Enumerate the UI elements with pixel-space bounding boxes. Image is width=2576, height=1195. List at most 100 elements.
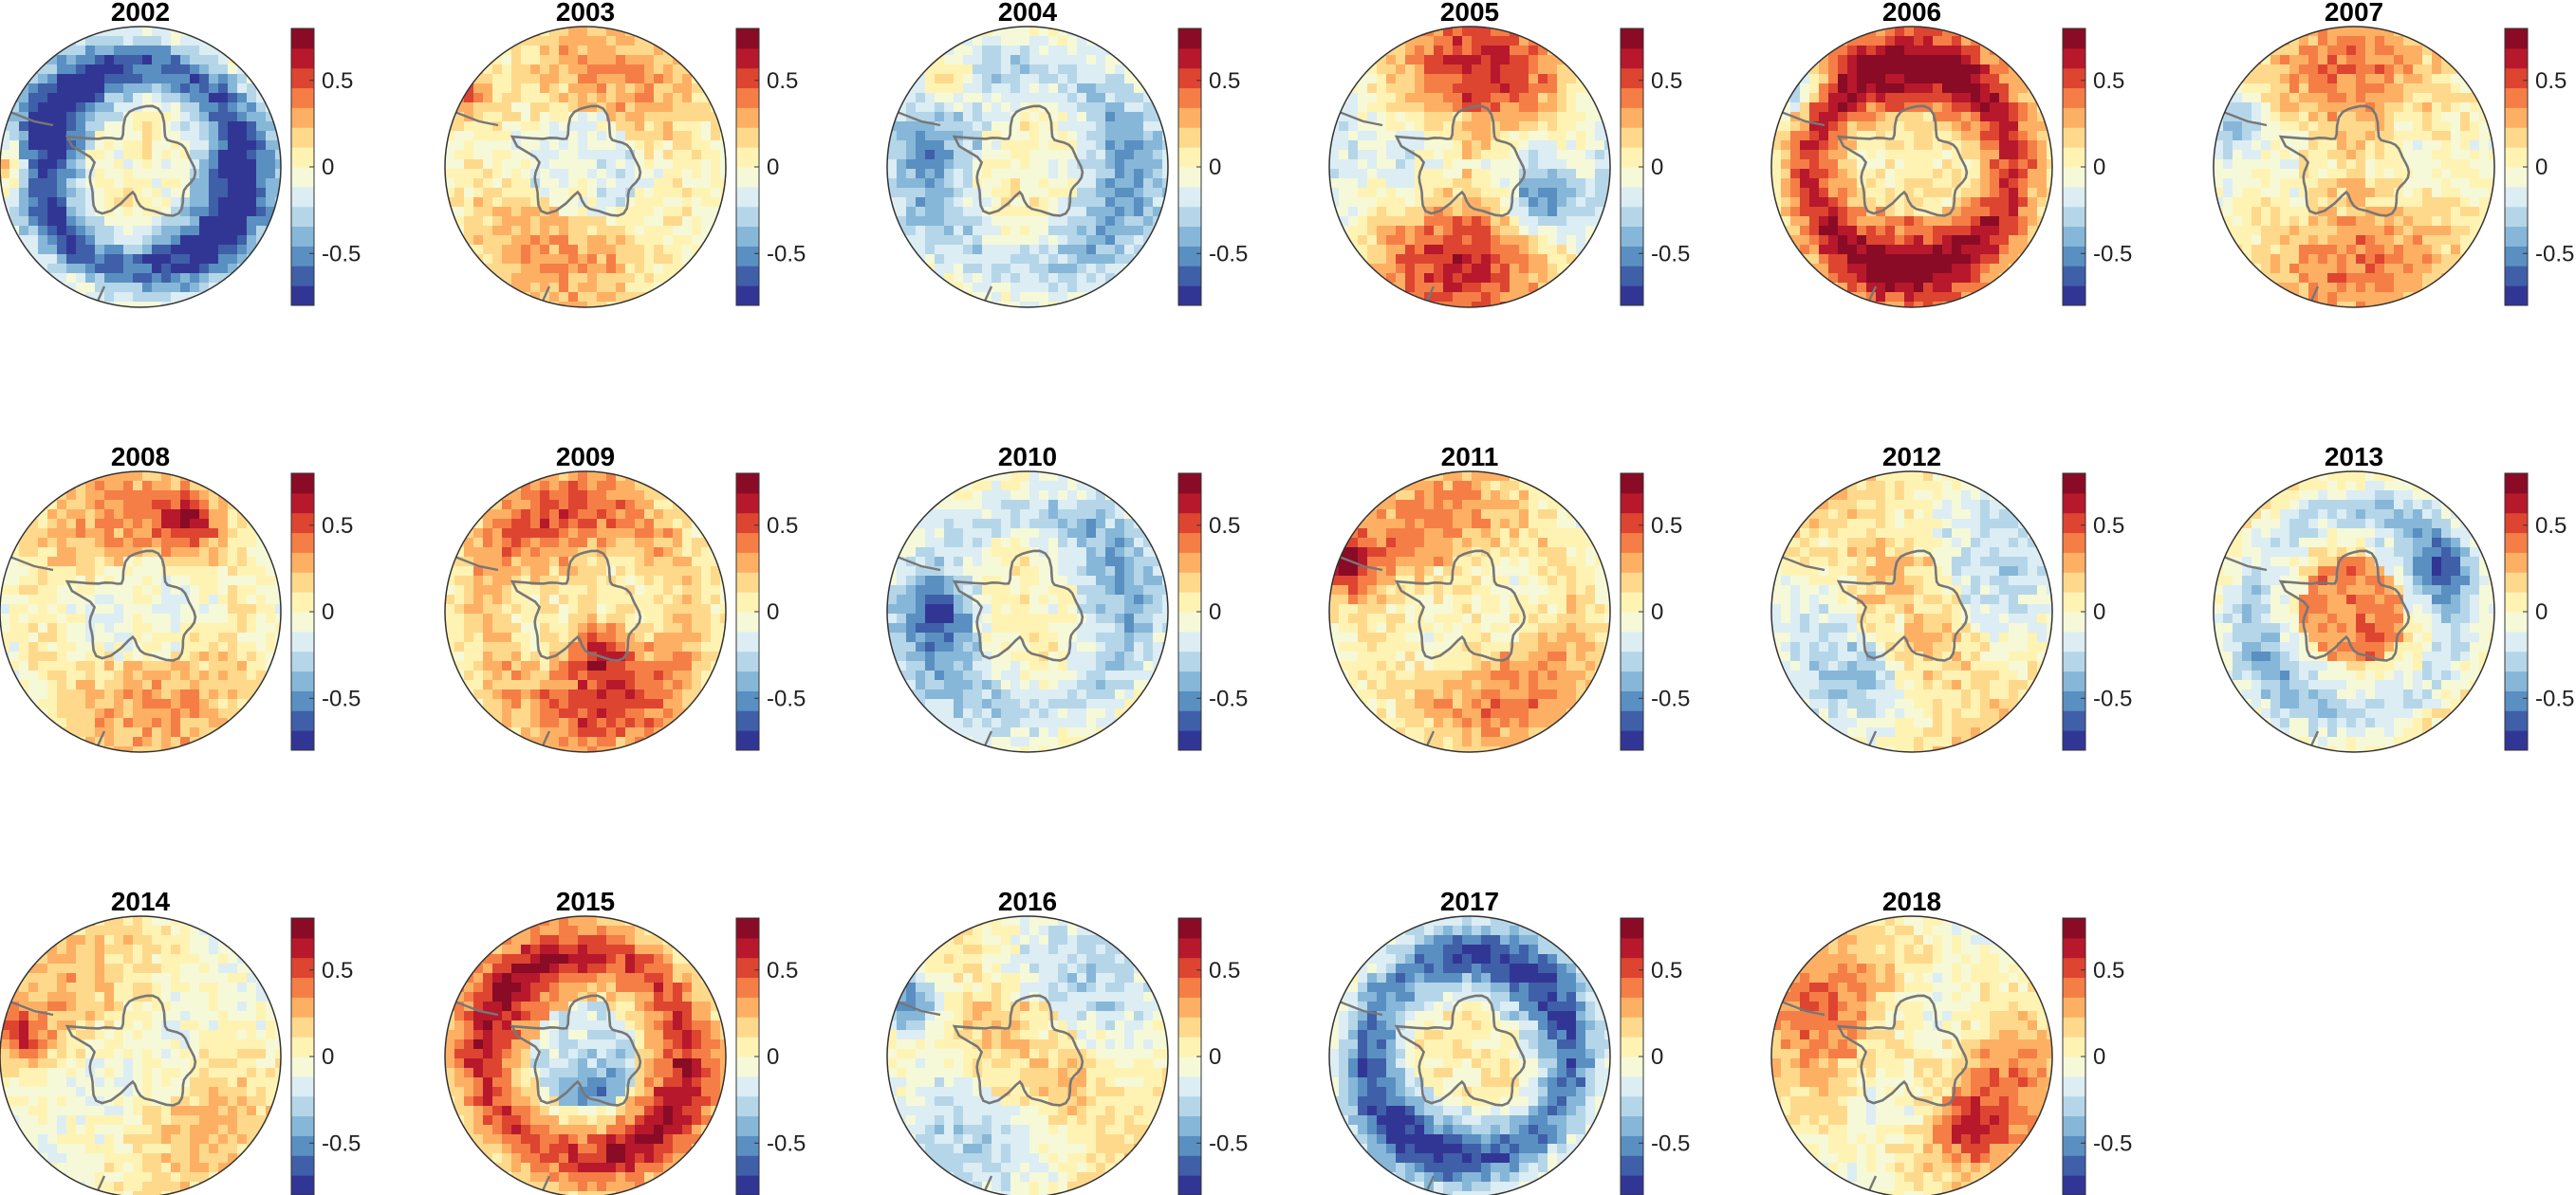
heat-cell bbox=[1453, 102, 1463, 113]
heat-cell bbox=[2422, 226, 2433, 236]
heat-cell bbox=[1790, 93, 1801, 103]
heat-cell bbox=[1462, 178, 1473, 189]
heat-cell bbox=[711, 150, 721, 160]
heat-cell bbox=[85, 585, 96, 596]
heat-cell bbox=[2327, 273, 2338, 284]
heat-cell bbox=[1557, 207, 1567, 217]
heat-cell bbox=[95, 64, 105, 75]
heat-cell bbox=[2384, 292, 2395, 303]
heat-cell bbox=[38, 131, 48, 141]
heat-cell bbox=[1386, 131, 1397, 141]
heat-cell bbox=[2037, 112, 2048, 122]
heat-cell bbox=[2384, 55, 2395, 65]
heat-cell bbox=[1039, 283, 1049, 293]
heat-cell bbox=[587, 93, 598, 103]
heat-cell bbox=[57, 528, 67, 539]
heat-cell bbox=[1885, 46, 1896, 56]
heat-cell bbox=[502, 216, 512, 227]
heat-cell bbox=[2375, 150, 2385, 160]
heat-cell bbox=[2337, 197, 2347, 208]
heat-cell bbox=[1029, 102, 1040, 113]
heat-cell bbox=[906, 226, 917, 236]
heat-cell bbox=[152, 292, 162, 303]
heat-cell bbox=[982, 112, 992, 122]
heat-cell bbox=[95, 604, 105, 615]
heat-cell bbox=[1086, 36, 1097, 46]
heat-cell bbox=[47, 566, 58, 577]
heat-cell bbox=[171, 547, 181, 558]
heat-cell bbox=[190, 226, 200, 236]
heat-cell bbox=[1942, 216, 1953, 227]
heat-cell bbox=[1809, 226, 1820, 236]
heat-cell bbox=[1904, 245, 1915, 255]
heat-cell bbox=[1048, 197, 1059, 208]
heat-cell bbox=[887, 150, 898, 160]
heat-cell bbox=[973, 235, 983, 246]
heat-cell bbox=[161, 216, 172, 227]
heat-cell bbox=[1519, 36, 1529, 46]
heat-cell bbox=[597, 169, 607, 179]
heat-cell bbox=[1828, 169, 1839, 179]
heat-cell bbox=[1453, 302, 1463, 307]
heat-cell bbox=[549, 93, 560, 103]
heat-cell bbox=[2489, 121, 2494, 132]
heat-cell bbox=[2318, 121, 2328, 132]
heat-cell bbox=[1424, 159, 1435, 170]
heat-cell bbox=[114, 481, 124, 491]
heat-cell bbox=[991, 159, 1002, 170]
heat-cell bbox=[266, 159, 276, 170]
heat-cell bbox=[76, 46, 86, 56]
heat-cell bbox=[597, 245, 607, 255]
heat-cell bbox=[2223, 197, 2233, 208]
heat-cell bbox=[2460, 207, 2471, 217]
heat-cell bbox=[1866, 188, 1877, 198]
heat-cell bbox=[935, 74, 945, 84]
heat-cell bbox=[161, 283, 172, 293]
heat-cell bbox=[1039, 150, 1049, 160]
heat-cell bbox=[991, 226, 1002, 236]
heat-cell bbox=[944, 273, 954, 284]
heat-cell bbox=[1077, 226, 1087, 236]
heat-cell bbox=[663, 188, 674, 198]
heat-cell bbox=[1547, 188, 1558, 198]
heat-cell bbox=[1980, 64, 1991, 75]
heat-cell bbox=[1367, 188, 1378, 198]
heat-cell bbox=[152, 273, 162, 284]
heat-cell bbox=[256, 102, 267, 113]
heat-cell bbox=[1914, 27, 1924, 37]
heat-cell bbox=[2308, 55, 2319, 65]
heat-cell bbox=[171, 216, 181, 227]
heat-cell bbox=[1885, 74, 1896, 84]
heat-cell bbox=[530, 140, 541, 151]
heat-cell bbox=[1329, 178, 1340, 189]
heat-cell bbox=[1086, 273, 1097, 284]
heat-cell bbox=[85, 595, 96, 605]
heat-cell bbox=[190, 264, 200, 274]
heat-cell bbox=[2337, 283, 2347, 293]
heat-cell bbox=[199, 188, 210, 198]
heat-cell bbox=[152, 36, 162, 46]
heat-cell bbox=[1096, 216, 1106, 227]
heat-cell bbox=[1500, 178, 1510, 189]
heat-cell bbox=[19, 178, 29, 189]
heat-cell bbox=[1115, 140, 1125, 151]
heat-cell bbox=[549, 188, 560, 198]
heat-cell bbox=[897, 226, 907, 236]
heat-cell bbox=[1876, 254, 1886, 265]
heat-cell bbox=[587, 159, 598, 170]
heat-cell bbox=[1529, 55, 1539, 65]
heat-cell bbox=[973, 254, 983, 265]
heat-cell bbox=[152, 64, 162, 75]
heat-cell bbox=[2308, 93, 2319, 103]
heat-cell bbox=[540, 302, 550, 307]
heat-cell bbox=[57, 74, 67, 84]
heat-cell bbox=[76, 169, 86, 179]
heat-cell bbox=[559, 46, 569, 56]
heat-cell bbox=[2422, 273, 2433, 284]
heat-cell bbox=[104, 159, 115, 170]
heat-cell bbox=[1048, 245, 1059, 255]
heat-cell bbox=[0, 595, 10, 605]
colorbar-segment bbox=[1621, 107, 1643, 128]
heat-cell bbox=[1990, 159, 2000, 170]
heat-cell bbox=[973, 46, 983, 56]
